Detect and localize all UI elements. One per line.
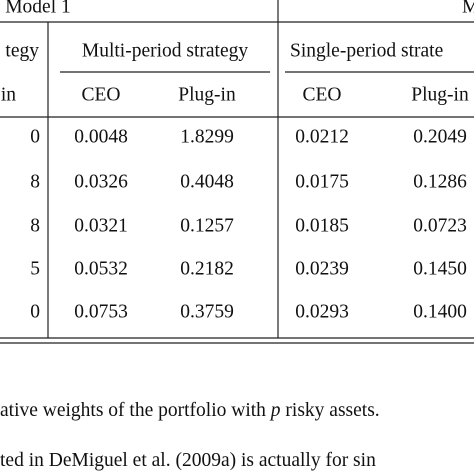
table-cell: 0.0723 — [413, 215, 467, 236]
table-cell: 0.1257 — [180, 215, 234, 236]
caption-text: p — [269, 400, 281, 421]
table-cell: 5 — [30, 258, 40, 279]
caption-line: ative weights of the portfolio with p ri… — [0, 400, 380, 421]
column-header: CEO — [82, 84, 121, 105]
table-cell: 0.1286 — [413, 171, 467, 192]
table-cell: 0.0321 — [74, 215, 128, 236]
table-cell: 0.0753 — [74, 301, 128, 322]
table-cell: 0.0185 — [295, 215, 349, 236]
table-rules — [0, 0, 474, 344]
table-cell: 8 — [30, 215, 40, 236]
table-cell: 0 — [30, 301, 40, 322]
column-header: in — [1, 84, 16, 105]
table-cell: 1.8299 — [180, 126, 234, 147]
caption-text: risky assets. — [281, 400, 380, 421]
table-cell: 0.1400 — [413, 301, 467, 322]
table-cell: 0.2049 — [413, 126, 467, 147]
table-cell: 0.0326 — [74, 171, 128, 192]
caption-text: ative weights of the portfolio with — [0, 400, 271, 421]
table-cell: 0 — [30, 126, 40, 147]
table-cell: 0.0175 — [295, 171, 349, 192]
table-cell: 0.0532 — [74, 258, 128, 279]
table-cell: 0.0239 — [295, 258, 349, 279]
group-header: M — [462, 0, 474, 17]
table-cell: 0.0293 — [295, 301, 349, 322]
caption-text: ted in DeMiguel et al. (2009a) is actual… — [0, 450, 376, 471]
group-header: Model 1 — [5, 0, 71, 17]
column-header: CEO — [303, 84, 342, 105]
strategy-header: Multi-period strategy — [82, 40, 249, 61]
table-cell: 0.4048 — [180, 171, 234, 192]
caption-line: ted in DeMiguel et al. (2009a) is actual… — [0, 450, 376, 471]
strategy-header: Single-period strate — [290, 40, 443, 61]
table-cell: 0.1450 — [413, 258, 467, 279]
table-cell: 0.0048 — [74, 126, 128, 147]
table-cell: 0.0212 — [295, 126, 349, 147]
strategy-header: tegy — [5, 40, 39, 61]
table-cell: 0.2182 — [180, 258, 234, 279]
table-cell: 8 — [30, 171, 40, 192]
column-header: Plug-in — [178, 84, 236, 105]
column-header: Plug-in — [411, 84, 469, 105]
table-cell: 0.3759 — [180, 301, 234, 322]
